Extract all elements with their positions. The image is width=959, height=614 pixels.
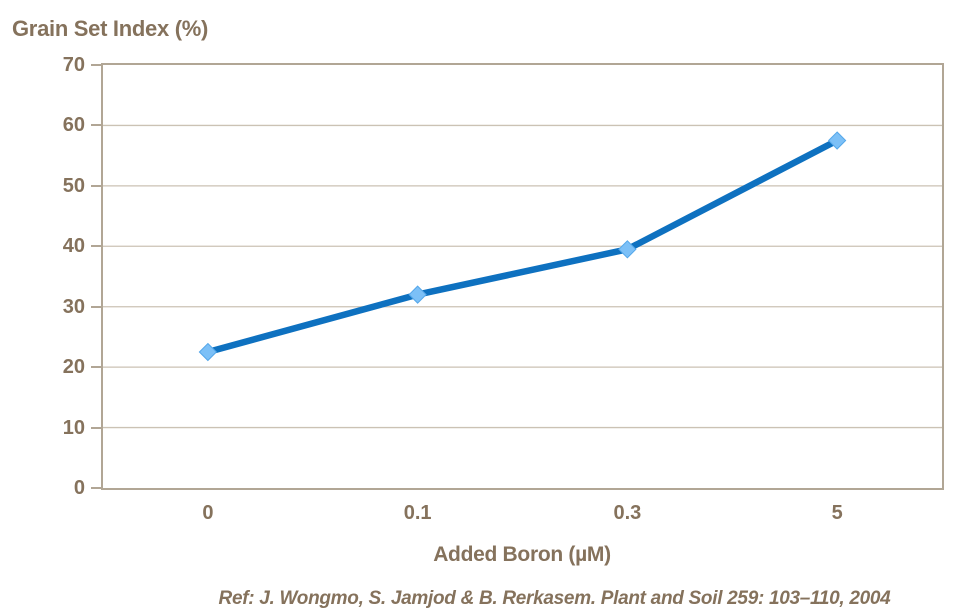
y-tick-mark [91,305,103,308]
plot-area [101,63,944,490]
y-tick-label: 20 [62,356,85,379]
x-axis-title: Added Boron (µM) [433,543,611,566]
data-point-marker [618,240,637,259]
y-tick-label: 30 [62,295,85,318]
y-tick-mark [91,124,103,127]
y-tick-mark [91,366,103,369]
y-tick-mark [91,64,103,66]
y-tick-label: 60 [62,114,85,137]
y-tick-label: 0 [73,477,85,499]
y-tick-mark [91,245,103,248]
y-tick-label: 70 [62,54,85,76]
y-tick-mark [91,487,103,489]
x-tick-label: 0.1 [403,502,432,524]
y-tick-mark [91,184,103,187]
y-tick-mark [91,426,103,429]
line-chart-svg [103,124,942,429]
data-point-marker [408,285,427,304]
series-line [204,137,841,356]
reference-citation: Ref: J. Wongmo, S. Jamjod & B. Rerkasem.… [218,588,891,609]
x-tick-label: 0 [202,502,214,524]
x-tick-label: 0.3 [613,502,642,524]
data-point-marker [827,131,847,150]
x-tick-label: 5 [831,502,843,524]
data-point-marker [198,342,218,362]
y-tick-label: 40 [62,235,85,258]
y-tick-label: 10 [62,416,85,439]
y-tick-label: 50 [62,174,85,197]
chart-title: Grain Set Index (%) [12,16,209,41]
